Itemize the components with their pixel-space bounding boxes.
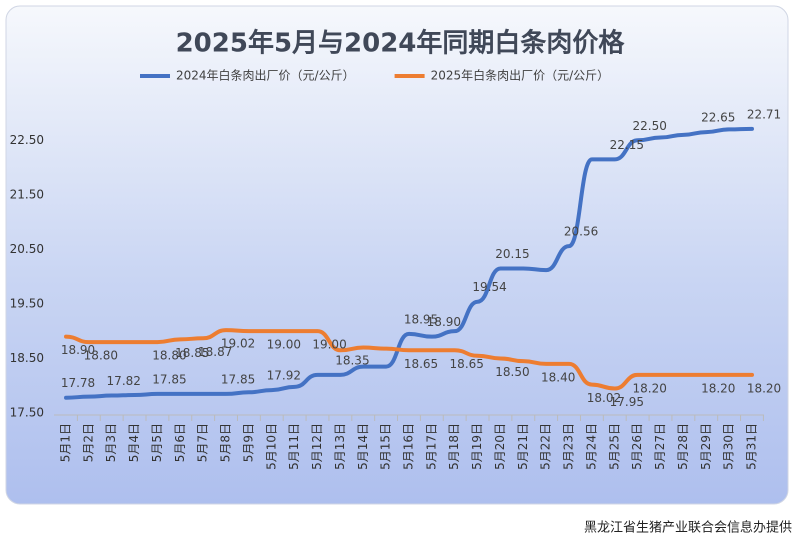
y-tick-label: 19.50 [10, 296, 44, 310]
data-label: 18.35 [335, 353, 369, 367]
x-tick-label: 5月31日 [745, 423, 759, 470]
data-label: 17.78 [61, 376, 95, 390]
data-label: 17.82 [107, 374, 141, 388]
y-tick-label: 21.50 [10, 187, 44, 201]
data-label: 20.15 [495, 247, 529, 261]
data-label: 18.95 [404, 312, 438, 326]
x-tick-label: 5月25日 [607, 423, 621, 470]
legend-label: 2025年白条肉出厂价（元/公斤） [431, 68, 610, 83]
x-tick-label: 5月3日 [104, 423, 118, 462]
x-tick-label: 5月20日 [493, 423, 507, 470]
chart-frame [5, 5, 789, 505]
x-tick-label: 5月27日 [653, 423, 667, 470]
x-tick-label: 5月4日 [127, 423, 141, 462]
data-label: 17.85 [152, 372, 186, 386]
x-tick-label: 5月26日 [630, 423, 644, 470]
x-tick-label: 5月23日 [562, 423, 576, 470]
data-label: 18.65 [404, 357, 438, 371]
y-tick-label: 17.50 [10, 406, 44, 420]
x-tick-label: 5月10日 [264, 423, 278, 470]
y-tick-label: 18.50 [10, 351, 44, 365]
data-label: 18.65 [450, 357, 484, 371]
data-label: 18.20 [701, 381, 735, 395]
data-label: 22.65 [701, 111, 735, 125]
x-tick-label: 5月12日 [310, 423, 324, 470]
x-tick-label: 5月7日 [196, 423, 210, 462]
series-line [64, 126, 754, 400]
data-label: 18.02 [587, 391, 621, 405]
data-label: 18.20 [747, 381, 781, 395]
legend-label: 2024年白条肉出厂价（元/公斤） [176, 68, 355, 83]
y-tick-label: 20.50 [10, 242, 44, 256]
data-label: 18.40 [541, 370, 575, 384]
x-tick-label: 5月22日 [539, 423, 553, 470]
data-label: 18.87 [198, 345, 232, 359]
x-tick-label: 5月18日 [447, 423, 461, 470]
data-label: 22.50 [632, 119, 666, 133]
data-label: 17.85 [221, 372, 255, 386]
data-label: 19.02 [221, 337, 255, 351]
x-tick-label: 5月8日 [219, 423, 233, 462]
x-tick-label: 5月19日 [470, 423, 484, 470]
x-tick-label: 5月6日 [173, 423, 187, 462]
source: 黑龙江省生猪产业联合会信息办提供 [584, 520, 792, 536]
data-label: 18.20 [632, 381, 666, 395]
data-label: 18.80 [84, 349, 118, 363]
x-tick-label: 5月16日 [402, 423, 416, 470]
x-tick-label: 5月30日 [722, 423, 736, 470]
x-tick-label: 5月2日 [81, 423, 95, 462]
x-tick-label: 5月5日 [150, 423, 164, 462]
data-label: 19.00 [267, 338, 301, 352]
x-tick-label: 5月29日 [699, 423, 713, 470]
x-tick-label: 5月17日 [424, 423, 438, 470]
x-tick-label: 5月1日 [59, 423, 73, 462]
y-tick-label: 22.50 [10, 133, 44, 147]
x-tick-label: 5月11日 [287, 423, 301, 470]
data-label: 17.92 [267, 369, 301, 383]
data-label: 22.15 [610, 138, 644, 152]
data-label: 17.95 [610, 395, 644, 409]
x-tick-label: 5月9日 [241, 423, 255, 462]
x-tick-label: 5月13日 [333, 423, 347, 470]
data-label: 18.90 [61, 343, 95, 357]
x-tick-label: 5月28日 [676, 423, 690, 470]
data-label: 18.85 [175, 346, 209, 360]
data-label: 20.56 [564, 225, 598, 239]
x-tick-label: 5月15日 [379, 423, 393, 470]
data-label: 18.90 [427, 315, 461, 329]
x-tick-label: 5月21日 [516, 423, 530, 470]
series-line [64, 328, 754, 391]
chart-title: 2025年5月与2024年同期白条肉价格 [176, 28, 626, 59]
data-label: 19.00 [312, 338, 346, 352]
data-label: 18.50 [495, 365, 529, 379]
x-tick-label: 5月24日 [584, 423, 598, 470]
data-label: 19.54 [472, 280, 506, 294]
x-tick-label: 5月14日 [356, 423, 370, 470]
data-label: 18.80 [152, 349, 186, 363]
data-label: 22.71 [747, 107, 781, 121]
